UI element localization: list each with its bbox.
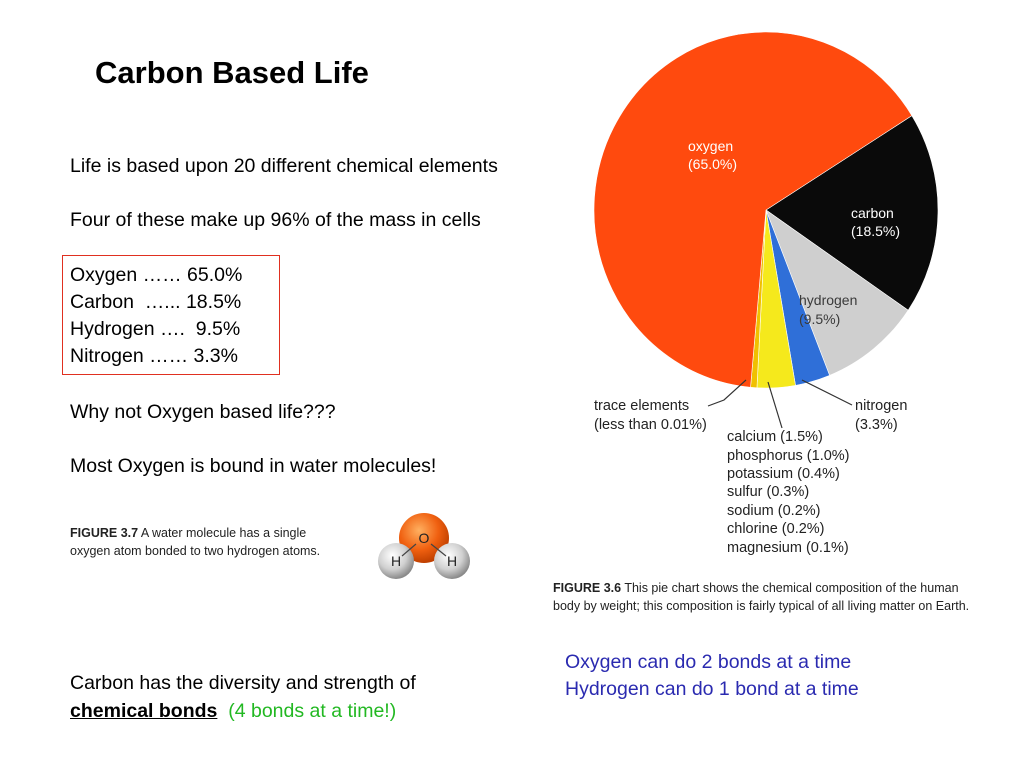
label-nitrogen-name: nitrogen [855,398,907,414]
element-carbon: Carbon …... 18.5% [70,291,242,313]
atom-h1-label: H [391,553,401,569]
label-carbon-value: (18.5%) [851,223,900,239]
atom-h2-label: H [447,553,457,569]
label-potassium: potassium (0.4%) [727,466,840,482]
label-sulfur: sulfur (0.3%) [727,484,809,500]
label-carbon-name: carbon [851,205,894,221]
figure-3-7-label: FIGURE 3.7 [70,526,139,540]
figure-3-6-caption: FIGURE 3.6 This pie chart shows the chem… [553,579,969,615]
label-trace-name: trace elements [594,398,689,414]
label-oxygen-value: (65.0%) [688,156,737,172]
intro-line-1: Life is based upon 20 different chemical… [70,155,498,177]
element-hydrogen: Hydrogen …. 9.5% [70,318,241,340]
label-sodium: sodium (0.2%) [727,503,820,519]
figure-3-6-label: FIGURE 3.6 [553,581,622,595]
carbon-note-line-1: Carbon has the diversity and strength of [70,672,416,694]
leader-nitrogen [801,379,853,406]
element-list-box [62,255,280,375]
label-chlorine: chlorine (0.2%) [727,521,825,537]
element-oxygen: Oxygen …… 65.0% [70,264,243,286]
carbon-note-line-2: chemical bonds (4 bonds at a time!) [70,700,396,723]
answer-text: Most Oxygen is bound in water molecules! [70,455,437,477]
label-phosphorus: phosphorus (1.0%) [727,448,850,464]
figure-3-6-text-1: This pie chart shows the chemical compos… [621,581,959,595]
page-title: Carbon Based Life [95,55,369,90]
hydrogen-bonds-note: Hydrogen can do 1 bond at a time [565,678,859,700]
pie-slice-oxygen [593,31,913,388]
label-calcium: calcium (1.5%) [727,429,823,445]
water-molecule-icon: O H H [378,513,470,579]
figure-3-7-text-1: A water molecule has a single [138,526,307,540]
four-bonds-text: (4 bonds at a time!) [228,700,397,722]
label-magnesium: magnesium (0.1%) [727,540,849,556]
figure-3-7-caption: FIGURE 3.7 A water molecule has a single… [70,524,320,560]
oxygen-bonds-note: Oxygen can do 2 bonds at a time [565,651,852,673]
label-hydrogen-name: hydrogen [799,292,857,308]
hydrogen-atom-left [378,543,414,579]
hydrogen-atom-right [434,543,470,579]
atom-o-label: O [419,530,430,546]
label-hydrogen-value: (9.5%) [799,311,840,327]
intro-line-2: Four of these make up 96% of the mass in… [70,209,481,231]
label-oxygen-name: oxygen [688,138,733,154]
element-nitrogen: Nitrogen …… 3.3% [70,345,238,367]
question-text: Why not Oxygen based life??? [70,401,336,423]
leader-minor [767,381,783,429]
element-pie-chart: oxygen (65.0%) carbon (18.5%) hydrogen (… [593,31,939,556]
oxygen-atom [399,513,449,563]
label-trace-value: (less than 0.01%) [594,417,707,433]
label-nitrogen-value: (3.3%) [855,417,898,433]
figure-3-7-text-2: oxygen atom bonded to two hydrogen atoms… [70,544,321,558]
pie-slice-carbon [765,115,939,311]
figure-3-6-text-2: body by weight; this composition is fair… [553,599,970,613]
leader-trace [707,379,747,407]
pie-slice-hydrogen [765,209,909,376]
chemical-bonds-text: chemical bonds [70,700,218,722]
pie-slices [593,31,939,389]
